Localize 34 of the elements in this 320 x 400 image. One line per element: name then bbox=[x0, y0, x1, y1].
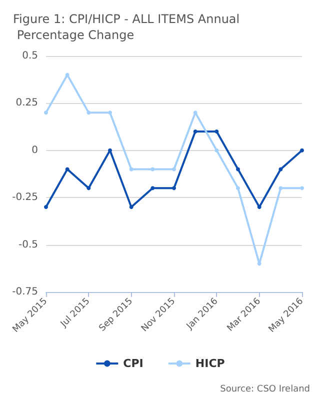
line-series bbox=[44, 130, 304, 210]
point bbox=[300, 186, 304, 190]
point bbox=[44, 110, 48, 115]
legend-label: CPI bbox=[123, 357, 144, 370]
point bbox=[236, 186, 240, 190]
point bbox=[278, 186, 283, 190]
y-tick-label: -0.5 bbox=[18, 239, 38, 250]
point bbox=[278, 167, 283, 172]
y-tick-label: -0.25 bbox=[12, 192, 38, 204]
point bbox=[108, 148, 112, 152]
point bbox=[214, 148, 219, 152]
point bbox=[214, 130, 219, 134]
point bbox=[129, 205, 134, 210]
legend-label: HICP bbox=[195, 357, 225, 370]
point bbox=[86, 186, 91, 190]
point bbox=[172, 186, 176, 190]
point bbox=[65, 167, 70, 172]
point bbox=[86, 110, 91, 115]
point bbox=[150, 167, 155, 172]
y-tick-label: 0 bbox=[32, 144, 38, 156]
source-note: Source: CSO Ireland bbox=[220, 384, 310, 394]
point bbox=[257, 262, 262, 266]
y-tick-label: 0.25 bbox=[16, 98, 38, 109]
point bbox=[44, 205, 48, 210]
point bbox=[193, 130, 198, 134]
point bbox=[172, 167, 176, 172]
point bbox=[236, 167, 240, 172]
point bbox=[129, 167, 134, 172]
point bbox=[300, 148, 304, 152]
point bbox=[150, 186, 155, 190]
y-tick-label: -0.75 bbox=[12, 286, 38, 298]
chart-title: Figure 1: CPI/HICP - ALL ITEMS Annual Percentage Change bbox=[13, 12, 240, 42]
y-tick-label: 0.5 bbox=[22, 50, 38, 62]
point bbox=[108, 110, 112, 115]
